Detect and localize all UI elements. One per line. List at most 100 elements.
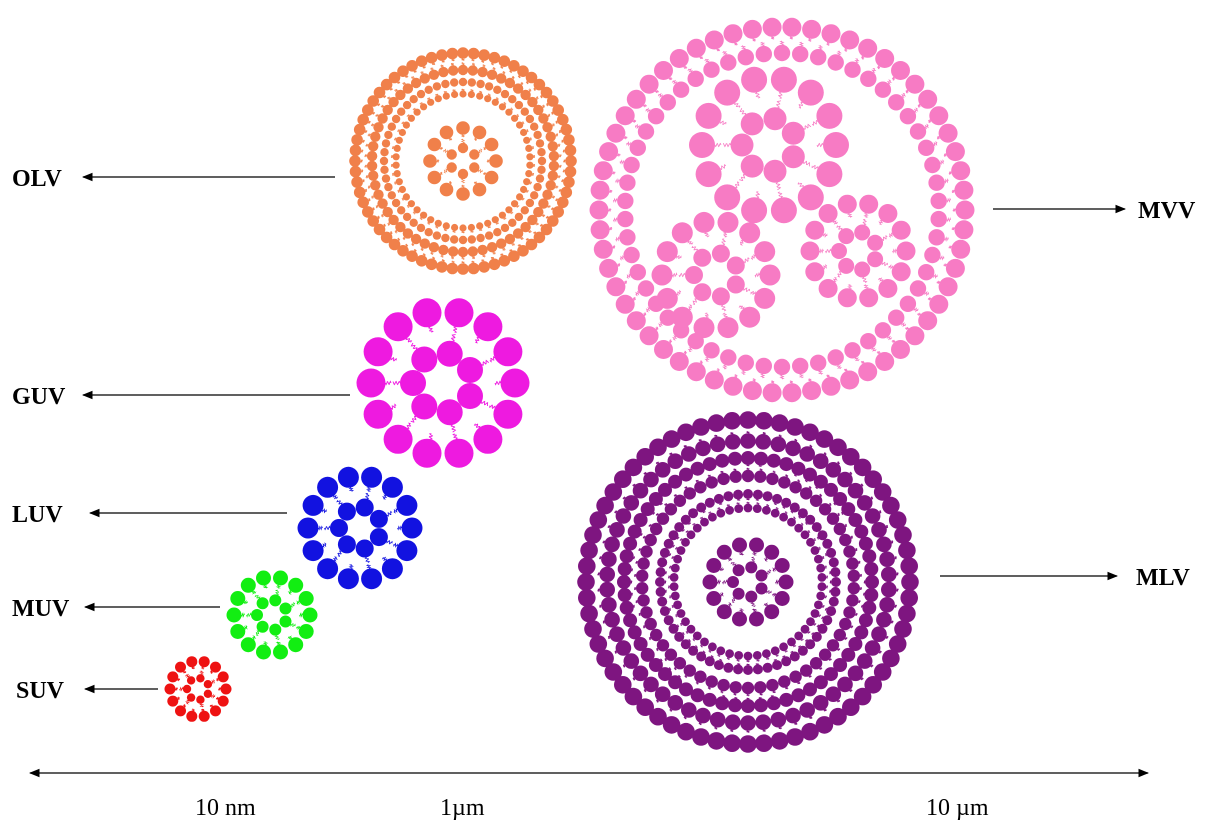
lipid-head — [540, 86, 553, 99]
lipid-tail — [734, 42, 738, 46]
lipid-tail — [719, 120, 727, 126]
lipid-head — [400, 370, 426, 396]
lipid-tail — [739, 174, 746, 181]
lipid-tail — [805, 522, 808, 526]
lipid-head — [954, 220, 974, 240]
lipid-head — [725, 649, 734, 659]
lipid-head — [668, 623, 679, 634]
lipid-head — [175, 661, 186, 673]
lipid-head — [517, 245, 529, 257]
lipid-head — [826, 547, 837, 558]
lipid-tail — [246, 612, 252, 618]
lipid-head — [366, 150, 378, 162]
lipid-head — [527, 96, 538, 108]
lipid-head — [619, 229, 636, 246]
lipid-head — [457, 47, 469, 59]
lipid-head — [651, 264, 673, 286]
lipid-head — [626, 89, 646, 109]
lipid-tail — [602, 540, 606, 544]
lipid-head — [392, 153, 400, 161]
lipid-head — [717, 472, 730, 486]
lipid-head — [451, 90, 459, 99]
lipid-tail — [878, 219, 884, 226]
lipid-head — [633, 513, 648, 527]
lipid-tail — [254, 594, 261, 599]
lipid-tail — [892, 248, 897, 254]
lipid-head — [837, 676, 853, 693]
lipid-tail — [419, 102, 423, 105]
lipid-head — [871, 626, 887, 642]
lipid-tail — [392, 380, 401, 386]
lipid-head — [782, 17, 802, 37]
lipid-head — [505, 108, 513, 116]
lipid-head — [844, 61, 861, 78]
lipid-tail — [881, 261, 888, 267]
lipid-head — [833, 522, 846, 536]
lipid-tail — [199, 670, 205, 675]
lipid-tail — [555, 120, 558, 124]
lipid-tail — [483, 146, 486, 151]
lipid-head — [525, 238, 538, 251]
lipid-tail — [372, 111, 376, 115]
lipid-tail — [886, 79, 892, 85]
lipid-head — [841, 647, 856, 662]
lipid-tail — [495, 222, 499, 225]
lipid-tail — [669, 595, 672, 599]
lipid-head — [298, 591, 314, 606]
lipid-tail — [365, 175, 369, 179]
lipid-head — [410, 233, 422, 245]
lipid-tail — [860, 483, 864, 487]
lipid-tail — [844, 48, 848, 52]
lipid-head — [658, 482, 672, 497]
lipid-tail — [671, 555, 674, 560]
lipid-tail — [707, 686, 711, 690]
lipid-tail — [412, 211, 416, 215]
lipid-tail — [287, 590, 292, 595]
lipid-head — [388, 71, 401, 84]
lipid-tail — [825, 553, 827, 557]
lipid-head — [732, 611, 747, 627]
lipid-head — [624, 687, 643, 706]
lipid-head — [407, 200, 415, 208]
lipid-head — [681, 446, 697, 462]
lipid-tail — [502, 248, 506, 251]
lipid-head — [740, 433, 756, 449]
lipid-tail — [815, 486, 818, 490]
lipid-head — [762, 491, 773, 502]
lipid-tail — [825, 575, 829, 579]
lipid-head — [918, 311, 938, 331]
lipid-head — [457, 64, 469, 76]
lipid-head — [203, 689, 213, 698]
lipid-tail — [607, 635, 611, 640]
lipid-tail — [720, 304, 727, 312]
lipid-tail — [829, 580, 832, 584]
lipid-tail — [901, 92, 906, 99]
lipid-head — [640, 647, 655, 662]
lipid-head — [580, 604, 598, 623]
lipid-tail — [617, 153, 621, 157]
lipid-tail — [397, 237, 401, 241]
lipid-head — [745, 590, 758, 603]
lipid-tail — [785, 687, 789, 690]
lipid-head — [402, 212, 412, 222]
lipid-tail — [854, 357, 860, 362]
lipid-tail — [404, 75, 409, 78]
lipid-tail — [682, 529, 685, 532]
lipid-head — [557, 113, 569, 126]
lipid-head — [668, 675, 683, 690]
lipid-tail — [775, 507, 779, 510]
lipid-tail — [816, 142, 824, 148]
lipid-tail — [735, 181, 740, 189]
lipid-head — [879, 597, 895, 613]
lipid-head — [838, 228, 855, 245]
lipid-tail — [750, 253, 756, 261]
lipid-tail — [461, 261, 465, 264]
lipid-tail — [632, 677, 636, 681]
lipid-head — [388, 238, 401, 251]
lipid-head — [415, 55, 428, 67]
lipid-head — [695, 440, 711, 457]
lipid-tail — [558, 154, 562, 158]
lipid-head — [826, 606, 837, 617]
lipid-head — [818, 279, 838, 298]
lipid-tail — [430, 251, 434, 255]
